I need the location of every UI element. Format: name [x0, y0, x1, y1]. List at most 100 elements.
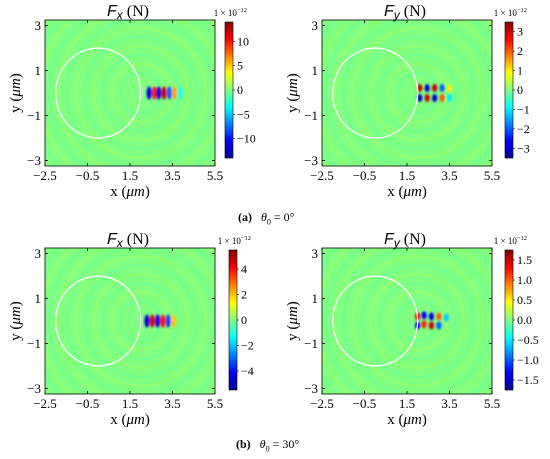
x-axis-close: )	[145, 412, 150, 428]
ripple-arc	[396, 299, 439, 343]
y-axis-close: )	[285, 301, 301, 306]
ripple-arc	[378, 281, 457, 361]
ripple-arc	[74, 254, 207, 388]
x-tick-label: 5.5	[484, 396, 500, 411]
caption-b-letter: (b)	[236, 437, 251, 451]
y-tick-label: −1	[304, 108, 318, 123]
colorbar-tick-label: 0	[237, 83, 243, 97]
x-tick-label: 5.5	[484, 168, 500, 183]
y-axis-var: y (	[8, 325, 24, 341]
x-axis-label: x (μm)	[110, 412, 150, 428]
colorbar	[228, 249, 238, 391]
x-tick-label: 5.5	[207, 168, 223, 183]
field-hotspot	[156, 86, 162, 100]
field-hotspot	[436, 321, 442, 330]
colorbar-multiplier: 1 × 10−12	[214, 7, 247, 18]
heatmap-background	[322, 248, 492, 394]
colorbar-multiplier: 1 × 10−12	[218, 235, 251, 246]
field-hotspot	[417, 93, 423, 102]
ripple-arc	[83, 35, 198, 151]
x-tick-label: 1.5	[122, 396, 138, 411]
colorbar-tick-label: 1	[517, 64, 523, 78]
colorbar-tick-label: 2	[241, 288, 247, 302]
colorbar-tick-label: −1	[517, 102, 530, 116]
x-axis-close: )	[422, 412, 427, 428]
y-tick-label: −3	[304, 153, 318, 168]
field-hotspot	[165, 314, 171, 328]
field-hotspot	[144, 314, 150, 328]
field-hotspot	[172, 86, 178, 100]
x-tick-label: −0.5	[76, 396, 100, 411]
field-hotspot	[421, 320, 427, 329]
y-tick-label: −1	[27, 108, 41, 123]
colorbar	[504, 21, 514, 159]
y-axis-label: y (μm)	[285, 301, 301, 341]
colorbar-tick-label: −1.5	[517, 373, 539, 387]
x-axis-close: )	[145, 184, 150, 200]
field-hotspot	[446, 84, 453, 93]
x-tick-label: 5.5	[207, 396, 223, 411]
ripple-arc	[351, 254, 484, 388]
ripple-arc	[47, 20, 215, 166]
multiplier-base: 1 × 10	[214, 8, 238, 18]
multiplier-exponent: −12	[237, 7, 247, 14]
colorbar-tick-label: 0	[241, 313, 247, 327]
x-tick-label: 3.5	[441, 396, 457, 411]
title-sub: x	[116, 8, 124, 22]
x-axis-unit: μm	[125, 184, 145, 200]
colorbar-tick-label: 5	[237, 59, 243, 73]
ripple-arc	[378, 53, 457, 133]
field-hotspot	[149, 314, 155, 328]
colorbar-tick-label: 2	[517, 44, 523, 58]
y-tick-label: 1	[312, 63, 319, 78]
colorbar-tick-label: −2	[517, 122, 530, 136]
caption-b: (b) θ0 = 30°	[236, 437, 299, 453]
y-tick-label: 1	[35, 63, 42, 78]
y-axis-unit: μm	[8, 78, 24, 98]
field-hotspot	[432, 84, 438, 93]
ripple-arc	[333, 248, 492, 394]
hotspot-group	[144, 314, 177, 328]
colorbar	[224, 21, 234, 159]
ripple-arc	[92, 272, 189, 370]
y-tick-label: 3	[35, 246, 42, 261]
x-tick-label: 1.5	[399, 396, 415, 411]
field-hotspot	[428, 321, 435, 330]
title-unit: (N)	[123, 3, 149, 20]
x-tick-label: −2.5	[33, 168, 57, 183]
y-axis-label: y (μm)	[285, 73, 301, 113]
panel-title: Fx (N)	[107, 3, 149, 22]
ripple-arc	[387, 62, 448, 124]
ripple-arc	[74, 26, 207, 160]
x-tick-label: −0.5	[353, 396, 377, 411]
ripple-arc	[369, 44, 466, 142]
colorbar-tick-label: −1.0	[517, 353, 539, 367]
colorbar-tick-label: 0.0	[517, 313, 532, 327]
title-sub: y	[393, 236, 401, 250]
y-axis-unit: μm	[8, 306, 24, 326]
ripple-arc	[333, 20, 492, 166]
x-axis-unit: μm	[402, 412, 422, 428]
ripple-group	[45, 248, 215, 394]
field-hotspot	[428, 312, 435, 321]
colorbar-tick-label: −0.5	[517, 333, 539, 347]
field-hotspot	[146, 86, 152, 100]
caption-a-theta: θ	[261, 210, 267, 224]
ripple-arc	[56, 248, 215, 394]
ripple-arc	[101, 281, 180, 361]
x-axis-var: x (	[110, 412, 126, 428]
particle-boundary-circle	[54, 275, 142, 367]
y-axis-close: )	[285, 73, 301, 78]
title-var: F	[384, 3, 395, 20]
x-axis-close: )	[422, 184, 427, 200]
field-hotspot	[443, 313, 449, 322]
field-hotspot	[421, 311, 427, 320]
ripple-arc	[360, 35, 475, 151]
colorbar	[504, 249, 514, 391]
title-unit: (N)	[123, 231, 149, 248]
hotspot-group	[415, 311, 449, 330]
